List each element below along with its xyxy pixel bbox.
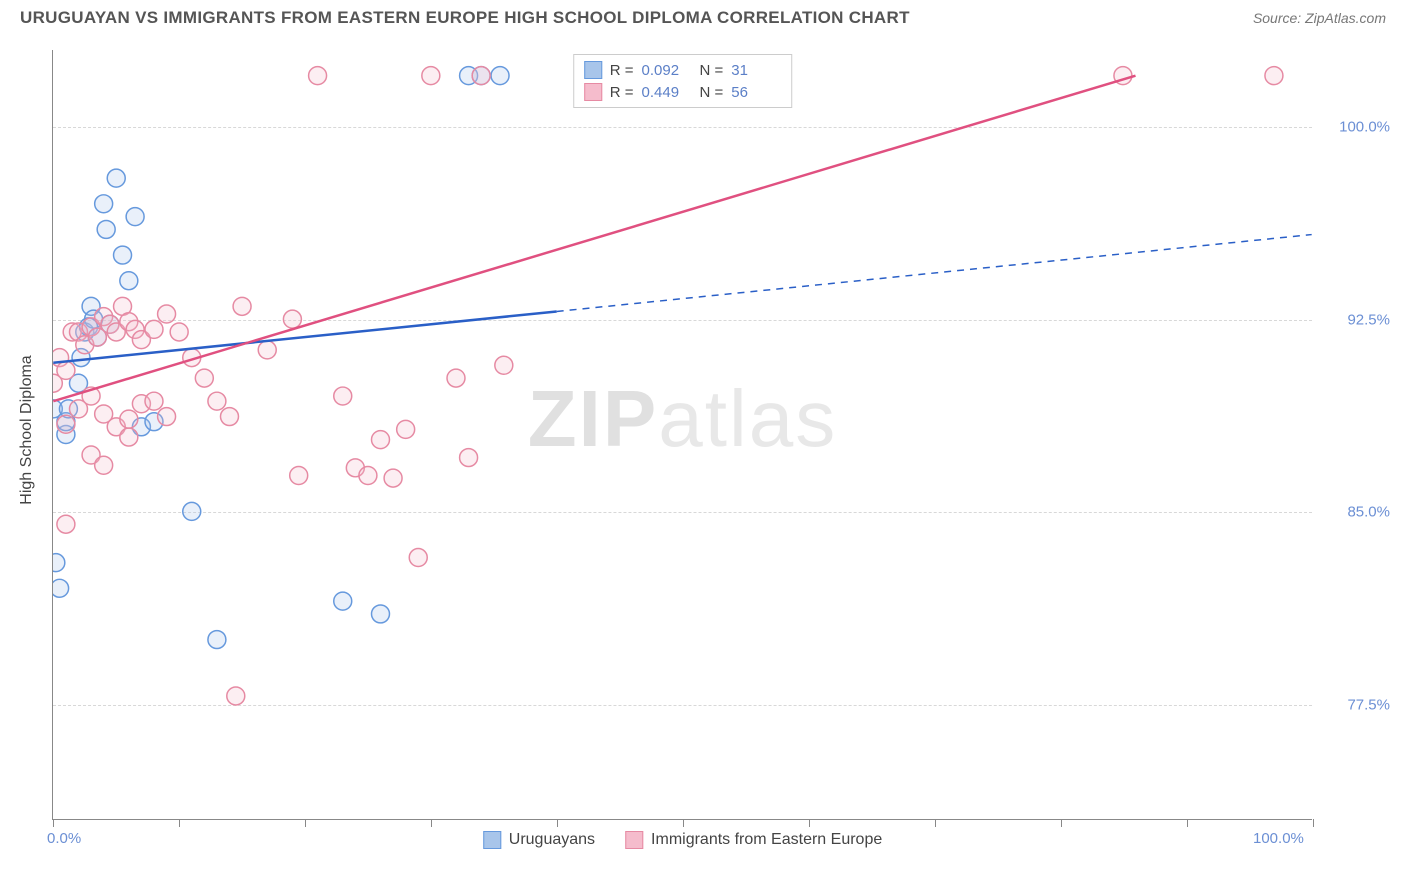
swatch-uruguayans <box>483 831 501 849</box>
y-tick-label: 92.5% <box>1347 311 1390 328</box>
r-value-2: 0.449 <box>642 84 692 101</box>
x-tick-label: 0.0% <box>47 830 81 847</box>
swatch-series-2 <box>584 83 602 101</box>
source-label: Source: ZipAtlas.com <box>1253 10 1386 26</box>
legend-label-1: Uruguayans <box>509 831 595 849</box>
n-label-2: N = <box>700 84 724 101</box>
n-label-1: N = <box>700 62 724 79</box>
y-tick-label: 100.0% <box>1339 119 1390 136</box>
r-label-1: R = <box>610 62 634 79</box>
y-tick-label: 77.5% <box>1347 696 1390 713</box>
legend-row-2: R = 0.449 N = 56 <box>584 81 782 103</box>
r-label-2: R = <box>610 84 634 101</box>
header: URUGUAYAN VS IMMIGRANTS FROM EASTERN EUR… <box>0 0 1406 32</box>
scatter-svg <box>53 50 1312 819</box>
legend-bottom: Uruguayans Immigrants from Eastern Europ… <box>483 831 882 849</box>
chart-plot-area: ZIPatlas 100.0%92.5%85.0%77.5% 0.0%100.0… <box>52 50 1312 820</box>
swatch-series-1 <box>584 61 602 79</box>
y-axis-label: High School Diploma <box>18 355 36 504</box>
n-value-1: 31 <box>731 62 781 79</box>
legend-item-1: Uruguayans <box>483 831 595 849</box>
r-value-1: 0.092 <box>642 62 692 79</box>
legend-row-1: R = 0.092 N = 31 <box>584 59 782 81</box>
chart-title: URUGUAYAN VS IMMIGRANTS FROM EASTERN EUR… <box>20 8 910 28</box>
x-tick-label: 100.0% <box>1253 830 1304 847</box>
legend-stats: R = 0.092 N = 31 R = 0.449 N = 56 <box>573 54 793 108</box>
y-tick-label: 85.0% <box>1347 504 1390 521</box>
legend-item-2: Immigrants from Eastern Europe <box>625 831 882 849</box>
legend-label-2: Immigrants from Eastern Europe <box>651 831 882 849</box>
swatch-immigrants <box>625 831 643 849</box>
n-value-2: 56 <box>731 84 781 101</box>
